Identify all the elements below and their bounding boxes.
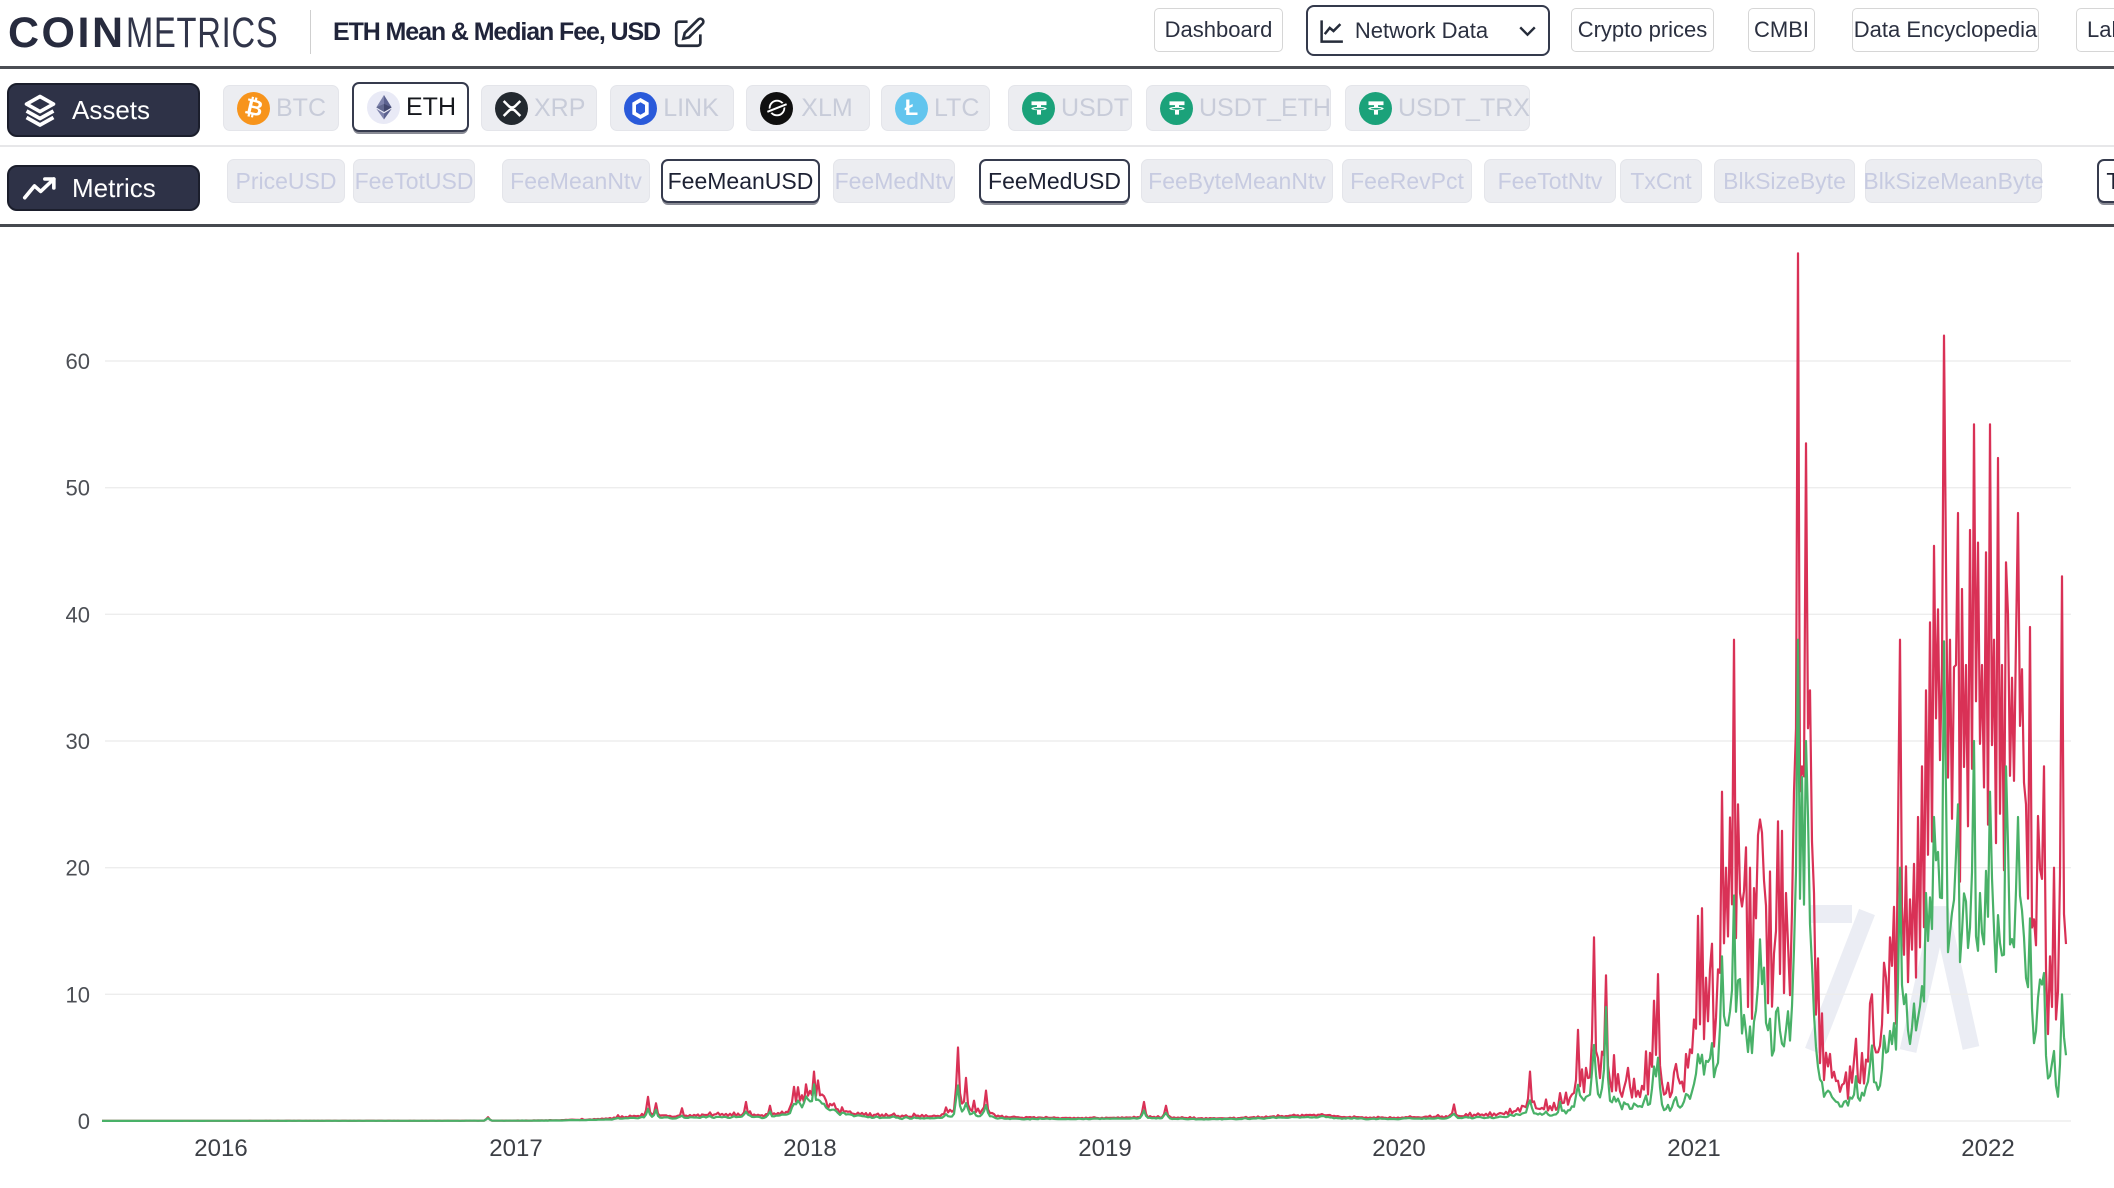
- svg-text:2022: 2022: [1961, 1135, 2014, 1162]
- svg-text:2020: 2020: [1372, 1135, 1425, 1162]
- svg-text:50: 50: [66, 476, 90, 501]
- svg-text:10: 10: [66, 982, 90, 1007]
- svg-text:60: 60: [66, 349, 90, 374]
- svg-text:20: 20: [66, 856, 90, 881]
- svg-text:2021: 2021: [1667, 1135, 1720, 1162]
- svg-text:30: 30: [66, 729, 90, 754]
- svg-text:2017: 2017: [489, 1135, 542, 1162]
- svg-text:2019: 2019: [1078, 1135, 1131, 1162]
- svg-text:2016: 2016: [194, 1135, 247, 1162]
- svg-text:40: 40: [66, 602, 90, 627]
- svg-text:0: 0: [78, 1109, 90, 1134]
- svg-text:2018: 2018: [783, 1135, 836, 1162]
